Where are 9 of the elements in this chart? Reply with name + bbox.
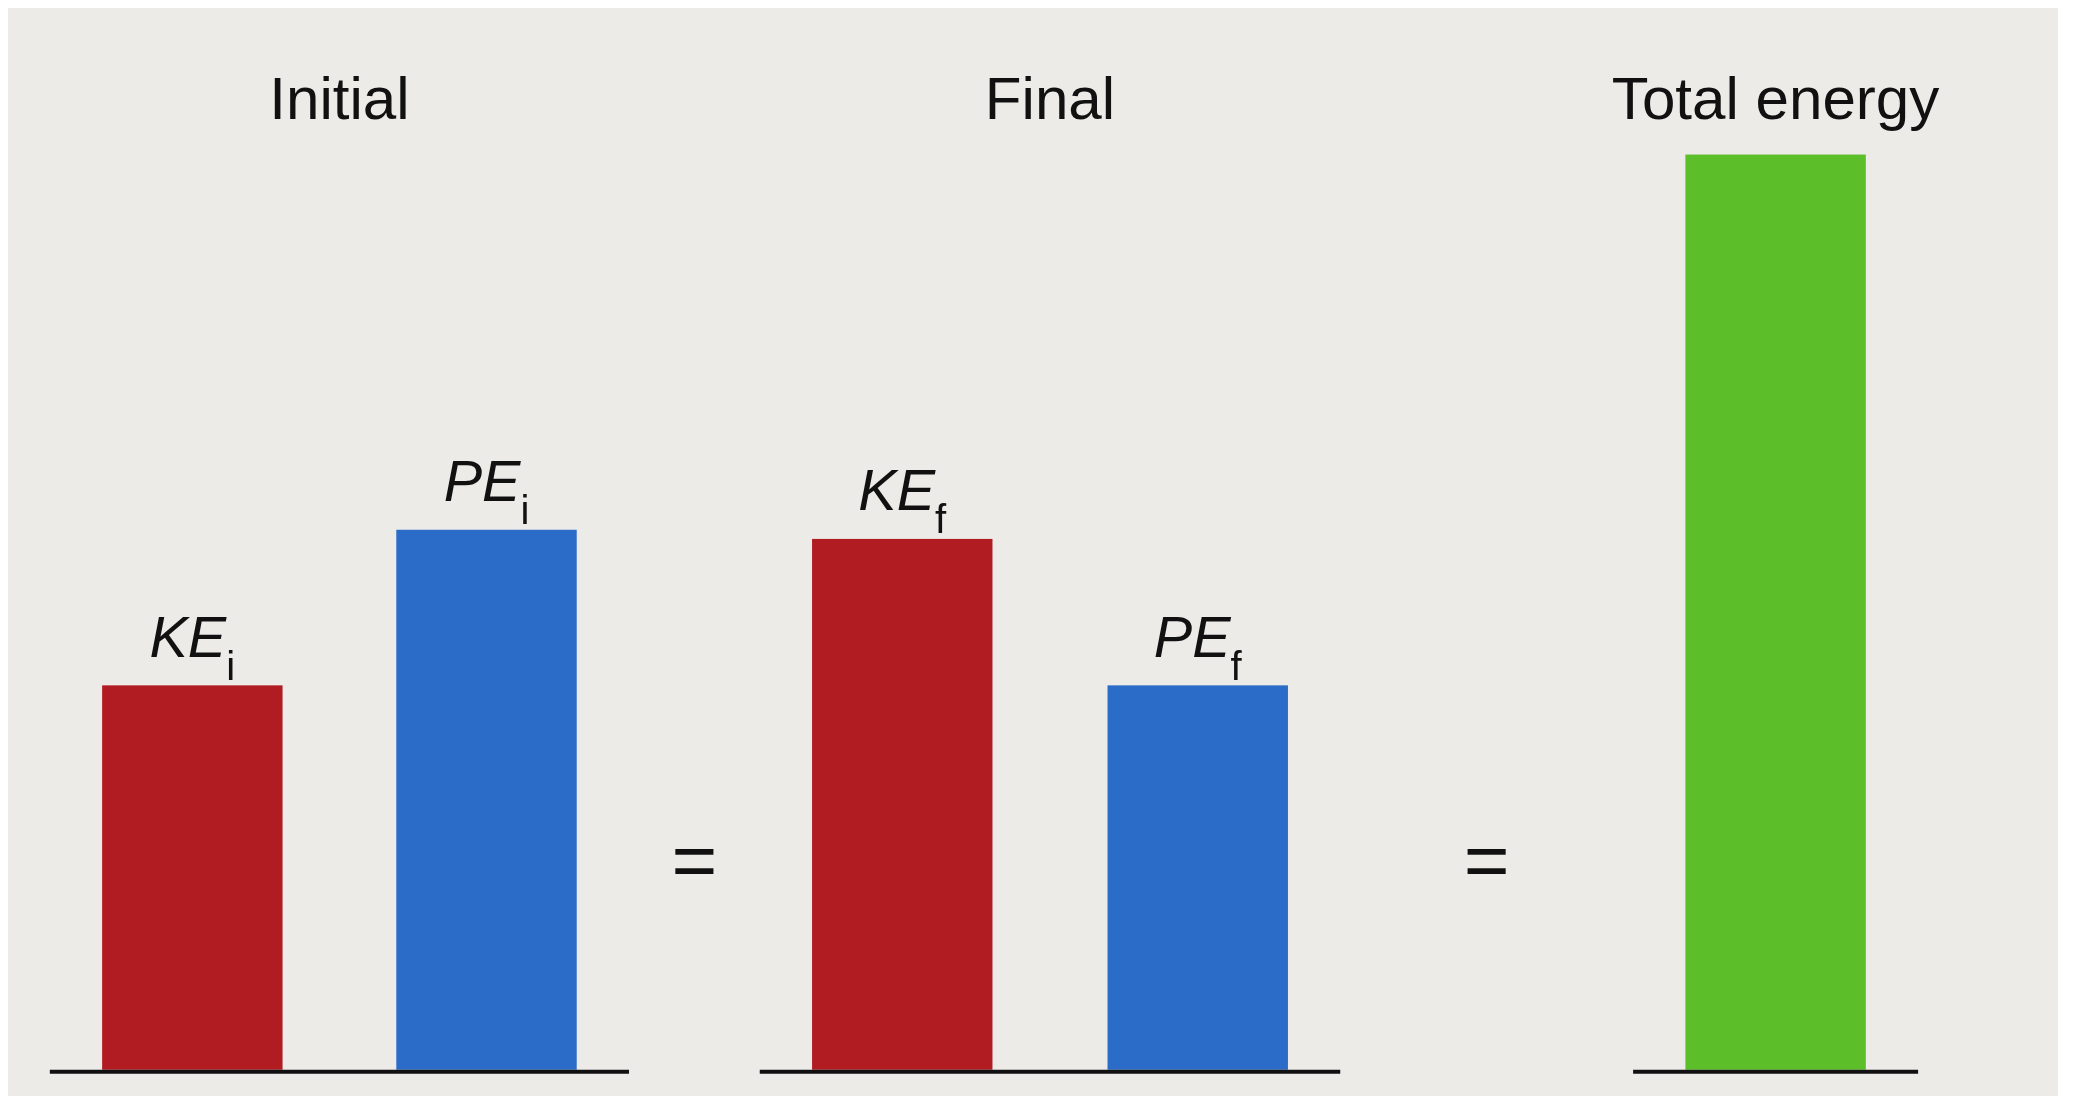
text: Total energy xyxy=(1611,65,1940,133)
text: Initial xyxy=(269,65,410,133)
text: Final xyxy=(984,65,1116,133)
x-tick-label: KE$_{f}$ xyxy=(858,458,948,542)
x-tick-label: PE$_{i}$ xyxy=(443,449,530,533)
annotation: = xyxy=(1463,815,1510,904)
x-tick-label: KE$_{i}$ xyxy=(149,604,236,689)
x-tick-label: PE$_{f}$ xyxy=(1153,604,1243,689)
annotation: = xyxy=(671,815,718,904)
